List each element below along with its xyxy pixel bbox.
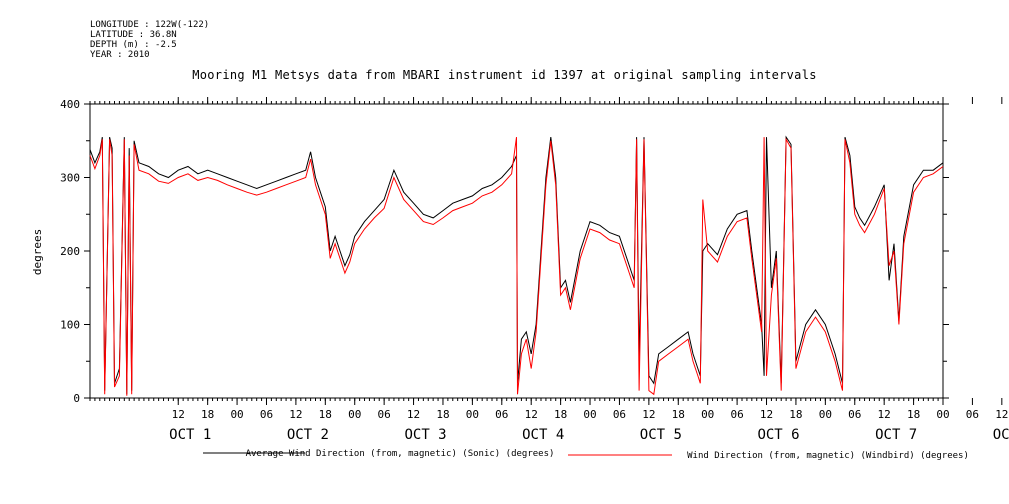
year-label: YEAR : 2010 (90, 50, 150, 60)
axis-layer: 0 100 200 300 400 12 18 00 06 12 18 00 06 12 18 00 06 12 1… (60, 97, 1009, 443)
series-line-2 (89, 137, 944, 396)
x-tick-label: 12 (172, 408, 185, 421)
x-tick-label: 18 (789, 408, 802, 421)
x-day-label: OCT 8 (993, 427, 1009, 443)
x-tick-label: 00 (701, 408, 714, 421)
x-tick-label: 06 (848, 408, 861, 421)
y-tick-label: 200 (60, 245, 80, 258)
x-tick-label: 12 (760, 408, 773, 421)
x-day-label: OCT 4 (522, 427, 564, 443)
x-tick-label: 00 (819, 408, 832, 421)
x-tick-label: 12 (878, 408, 891, 421)
depth-label: DEPTH (m) : -2.5 (90, 40, 177, 50)
x-tick-label: 00 (583, 408, 596, 421)
x-tick-label: 06 (378, 408, 391, 421)
x-tick-label: 18 (319, 408, 332, 421)
legend: Average Wind Direction (from, magnetic) … (203, 449, 969, 461)
x-tick-label: 12 (407, 408, 420, 421)
series-layer (89, 135, 944, 396)
x-tick-label: 06 (730, 408, 743, 421)
x-tick-label: 18 (672, 408, 685, 421)
x-tick-label: 12 (642, 408, 655, 421)
x-day-label: OCT 1 (169, 427, 211, 443)
x-tick-label: 06 (260, 408, 273, 421)
x-tick-label: 00 (466, 408, 479, 421)
x-tick-label: 00 (936, 408, 949, 421)
chart-title: Mooring M1 Metsys data from MBARI instru… (192, 68, 817, 82)
x-tick-label: 06 (495, 408, 508, 421)
x-tick-label: 12 (525, 408, 538, 421)
x-day-label: OCT 3 (404, 427, 446, 443)
x-tick-label: 06 (966, 408, 979, 421)
x-tick-label: 00 (230, 408, 243, 421)
legend-label-1: Average Wind Direction (from, magnetic) … (246, 449, 555, 459)
latitude-label: LATITUDE : 36.8N (90, 30, 177, 40)
x-tick-label: 18 (436, 408, 449, 421)
x-day-label: OCT 6 (757, 427, 799, 443)
x-day-label: OCT 7 (875, 427, 917, 443)
x-tick-label: 18 (201, 408, 214, 421)
y-tick-label: 300 (60, 172, 80, 185)
legend-label-2: Wind Direction (from, magnetic) (Windbir… (687, 451, 969, 461)
x-tick-label: 12 (995, 408, 1008, 421)
y-axis-label: degrees (31, 229, 44, 275)
metadata-block: LONGITUDE : 122W(-122) LATITUDE : 36.8N … (90, 20, 209, 60)
x-tick-label: 18 (907, 408, 920, 421)
x-tick-label: 06 (613, 408, 626, 421)
x-day-label: OCT 2 (287, 427, 329, 443)
x-tick-label: 12 (289, 408, 302, 421)
y-tick-label: 0 (73, 392, 80, 405)
x-tick-label: 00 (348, 408, 361, 421)
y-tick-label: 100 (60, 319, 80, 332)
longitude-label: LONGITUDE : 122W(-122) (90, 20, 210, 30)
y-tick-label: 400 (60, 98, 80, 111)
x-day-label: OCT 5 (640, 427, 682, 443)
x-tick-label: 18 (554, 408, 567, 421)
